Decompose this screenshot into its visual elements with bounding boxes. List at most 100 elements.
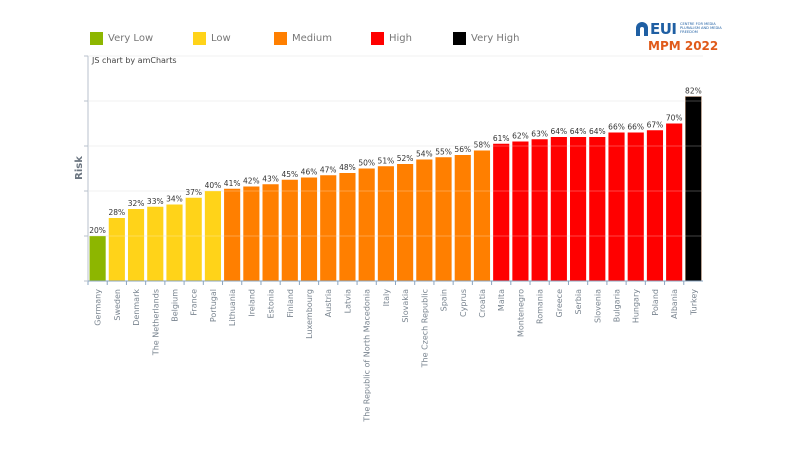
legend-label: Medium xyxy=(292,33,332,44)
bar-montenegro[interactable] xyxy=(512,141,529,282)
category-label: Austria xyxy=(324,289,333,317)
bar-croatia[interactable] xyxy=(473,150,491,282)
category-label: Turkey xyxy=(689,289,698,316)
bar-cyprus[interactable] xyxy=(454,155,471,281)
legend-item-low[interactable]: Low xyxy=(193,32,274,45)
value-label: 37% xyxy=(185,188,202,197)
bar-the-netherlands[interactable] xyxy=(147,206,164,281)
bar-austria[interactable] xyxy=(320,175,337,281)
bar-turkey[interactable] xyxy=(685,96,702,282)
value-label: 70% xyxy=(666,114,683,123)
axes xyxy=(84,55,703,285)
legend-item-medium[interactable]: Medium xyxy=(274,32,371,45)
bar-lithuania[interactable] xyxy=(224,188,241,281)
category-label: Cyprus xyxy=(459,289,468,317)
bar-romania[interactable] xyxy=(531,139,548,281)
legend-item-high[interactable]: High xyxy=(371,32,453,45)
value-label: 45% xyxy=(281,170,298,179)
bar-bulgaria[interactable] xyxy=(608,132,625,282)
bar-latvia[interactable] xyxy=(339,173,356,281)
value-label: 52% xyxy=(397,154,414,163)
legend-swatch-very-low xyxy=(90,32,103,45)
bar-luxembourg[interactable] xyxy=(300,177,318,282)
value-label: 62% xyxy=(512,132,529,141)
category-label: Belgium xyxy=(170,289,179,322)
value-label: 55% xyxy=(435,147,452,156)
bar-the-czech-republic[interactable] xyxy=(416,159,433,282)
bar-portugal[interactable] xyxy=(204,191,221,281)
value-label: 46% xyxy=(301,168,318,177)
eui-arch-icon xyxy=(636,22,648,36)
category-label: Slovenia xyxy=(593,289,602,323)
category-label: Romania xyxy=(536,289,545,324)
logo-brand: EUI xyxy=(650,20,677,38)
category-label: Malta xyxy=(497,289,506,311)
category-label: The Czech Republic xyxy=(420,289,429,368)
logo-subtitle: CENTRE FOR MEDIA PLURALISM AND MEDIA FRE… xyxy=(680,22,722,34)
category-label: Croatia xyxy=(478,289,487,318)
category-label: Slovakia xyxy=(401,289,410,323)
category-label: France xyxy=(190,289,199,316)
category-label: Greece xyxy=(555,289,564,318)
value-label: 64% xyxy=(551,127,568,136)
legend-label: Very Low xyxy=(108,33,154,44)
legend-swatch-medium xyxy=(274,32,287,45)
value-label: 41% xyxy=(224,179,241,188)
bar-spain[interactable] xyxy=(435,157,452,281)
value-label: 66% xyxy=(627,123,644,132)
bar-greece[interactable] xyxy=(550,137,567,281)
y-axis-title: Risk xyxy=(74,156,85,180)
bar-albania[interactable] xyxy=(666,123,683,282)
category-label: The Republic of North Macedonia xyxy=(363,289,372,423)
value-label: 54% xyxy=(416,150,433,159)
category-label: Finland xyxy=(286,289,295,318)
bar-slovakia[interactable] xyxy=(397,164,414,281)
legend-item-very-high[interactable]: Very High xyxy=(453,32,543,45)
amcharts-credit-link[interactable]: JS chart by amCharts xyxy=(92,56,177,65)
bar-germany[interactable] xyxy=(89,236,106,281)
legend-item-very-low[interactable]: Very Low xyxy=(90,32,193,45)
bars xyxy=(89,96,702,282)
category-label: Portugal xyxy=(209,289,218,322)
bar-denmark[interactable] xyxy=(127,209,145,281)
bar-slovenia[interactable] xyxy=(589,137,606,281)
value-label: 20% xyxy=(89,226,106,235)
bar-france[interactable] xyxy=(185,197,202,281)
value-label: 47% xyxy=(320,165,337,174)
logo-edition: MPM 2022 xyxy=(648,39,719,53)
category-label: Montenegro xyxy=(516,289,525,337)
bar-serbia[interactable] xyxy=(570,137,587,281)
category-label: Sweden xyxy=(113,289,122,321)
bar-malta[interactable] xyxy=(493,143,510,281)
category-label: Spain xyxy=(440,289,449,311)
value-label: 56% xyxy=(454,145,471,154)
bar-finland[interactable] xyxy=(281,179,298,281)
bar-sweden[interactable] xyxy=(108,218,125,281)
bar-hungary[interactable] xyxy=(627,132,644,282)
legend-label: High xyxy=(389,33,412,44)
bar-the-republic-of-north-macedonia[interactable] xyxy=(358,168,375,282)
value-label: 51% xyxy=(378,156,395,165)
bar-ireland[interactable] xyxy=(243,186,260,282)
value-label: 58% xyxy=(474,141,491,150)
value-label: 66% xyxy=(608,123,625,132)
value-label: 43% xyxy=(262,174,279,183)
category-label: Denmark xyxy=(132,289,141,326)
value-label: 64% xyxy=(589,127,606,136)
category-label: Poland xyxy=(651,289,660,316)
bar-poland[interactable] xyxy=(646,130,664,281)
legend-swatch-low xyxy=(193,32,206,45)
bar-estonia[interactable] xyxy=(262,184,279,281)
category-label: Hungary xyxy=(632,289,641,323)
legend-label: Very High xyxy=(471,33,520,44)
value-label: 67% xyxy=(647,120,664,129)
bar-belgium[interactable] xyxy=(166,204,183,282)
value-label: 32% xyxy=(128,199,145,208)
value-label: 82% xyxy=(685,87,702,96)
value-label: 42% xyxy=(243,177,260,186)
value-labels: 20%28%32% 33% 34%37%40% 41% 42% 43% 45% 46% 47% 4… xyxy=(88,55,703,237)
chart-legend: Very Low Low Medium High Very High xyxy=(90,32,543,45)
category-label: Estonia xyxy=(267,289,276,319)
bar-italy[interactable] xyxy=(377,166,394,281)
